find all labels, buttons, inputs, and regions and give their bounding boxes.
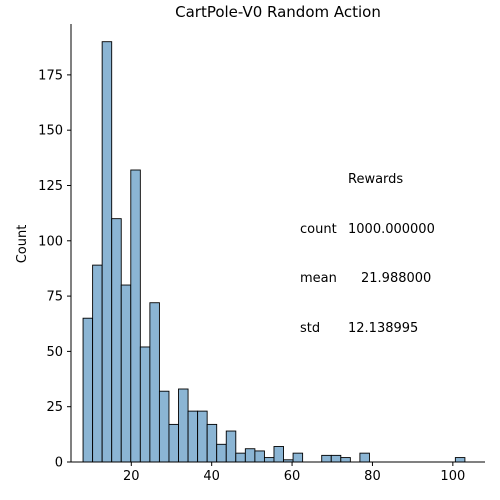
stats-value: 21.988000 [348,271,431,288]
y-axis-title: Count [15,225,30,264]
x-tick-label: 80 [364,469,381,484]
histogram-bar [169,424,179,462]
y-tick-label: 175 [38,68,63,83]
histogram-bar [179,389,189,462]
histogram-bar [217,444,227,462]
histogram-bar [140,347,150,462]
x-tick-label: 40 [203,469,220,484]
y-tick-label: 50 [46,345,63,360]
histogram-bar [198,411,208,462]
y-tick-label: 150 [38,124,63,139]
stats-key: mean [300,271,348,288]
histogram-bar [83,318,93,462]
stats-row-mean: mean 21.988000 [300,271,435,288]
histogram-bar [322,455,332,462]
histogram-bar [274,447,284,462]
stats-header: Rewards [300,172,435,189]
histogram-bar [150,303,160,462]
y-tick-label: 100 [38,234,63,249]
histogram-bar [455,458,465,462]
y-tick-label: 125 [38,179,63,194]
stats-row-count: count 1000.000000 [300,222,435,239]
x-tick-label: 100 [440,469,465,484]
histogram-bar [293,453,303,462]
y-tick-label: 25 [46,400,63,415]
histogram-bar [102,42,112,462]
histogram-bar [207,424,217,462]
histogram-bar [159,391,169,462]
histogram-bar [255,451,265,462]
histogram-bar [112,219,122,462]
stats-value: 1000.000000 [348,222,435,239]
histogram-bar [131,170,141,462]
histogram-bar [226,431,236,462]
x-tick-label: 60 [284,469,301,484]
stats-key: count [300,222,348,239]
histogram-bar [341,458,351,462]
stats-summary: Rewards count 1000.000000 mean 21.988000 s… [300,139,435,354]
histogram-bar [236,453,246,462]
x-tick-label: 20 [123,469,140,484]
y-tick-label: 0 [55,456,63,471]
chart-title: CartPole-V0 Random Action [175,3,381,21]
histogram-bar [121,285,131,462]
histogram-bar [360,453,370,462]
stats-key: std [300,321,348,338]
histogram-bar [245,449,255,462]
stats-row-std: std 12.138995 [300,321,435,338]
histogram-bar [188,411,198,462]
y-tick-label: 75 [46,290,63,305]
histogram-bar [331,455,341,462]
histogram-bar [93,265,103,462]
histogram-bar [264,458,274,462]
stats-value: 12.138995 [348,321,418,338]
